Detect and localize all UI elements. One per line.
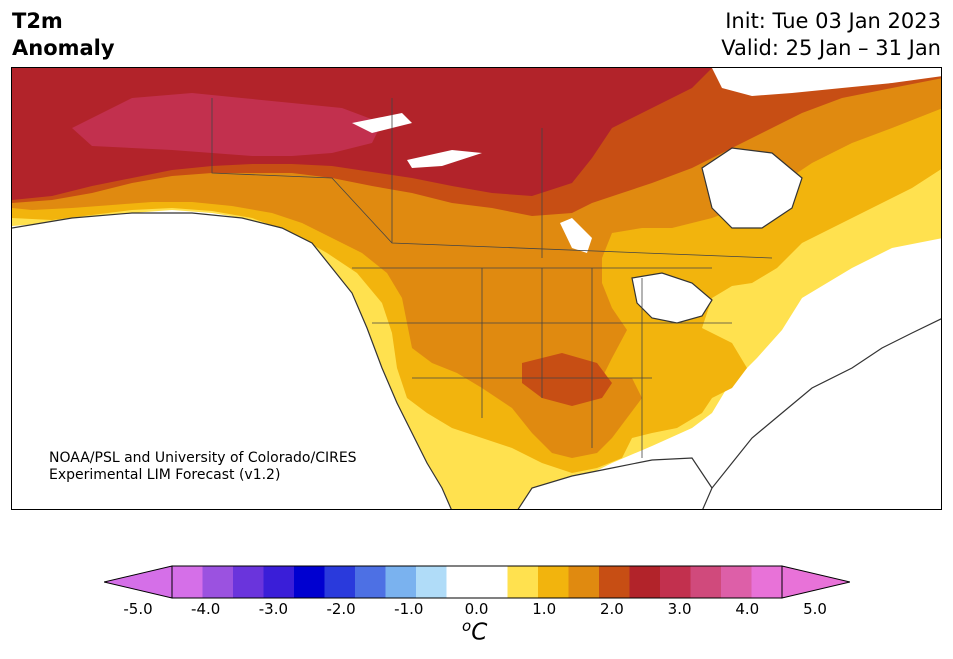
colorbar-cell [477, 566, 508, 598]
map-title: T2m Anomaly [12, 8, 115, 62]
anomaly-map [11, 67, 942, 510]
great-lakes [632, 273, 712, 323]
colorbar-cell [538, 566, 569, 598]
credit-line-1: NOAA/PSL and University of Colorado/CIRE… [49, 450, 357, 466]
lake-winnipeg [560, 218, 592, 253]
forecast-dates: Init: Tue 03 Jan 2023 Valid: 25 Jan – 31… [721, 8, 941, 62]
great-slave-lake [407, 150, 482, 168]
great-bear-lake [352, 113, 412, 133]
colorbar-cell [599, 566, 630, 598]
anomaly-region-south-core [522, 353, 612, 406]
colorbar-cell [324, 566, 356, 598]
colorbar-cell [721, 566, 752, 598]
valid-range: Valid: 25 Jan – 31 Jan [721, 36, 941, 60]
colorbar [104, 565, 850, 599]
colorbar-tick-label: -2.0 [326, 600, 356, 618]
anomaly-region-3-3.5 [72, 93, 382, 156]
colorbar-tick-label: 4.0 [735, 600, 760, 618]
colorbar-over-arrow [781, 565, 850, 599]
title-line-anomaly: Anomaly [12, 36, 115, 60]
colorbar-cell [416, 566, 447, 598]
credit-line-2: Experimental LIM Forecast (v1.2) [49, 467, 281, 483]
colorbar-tick-labels: -5.0 -4.0 -3.0 -2.0 -1.0 0.0 1.0 2.0 3.0 4.0 5.0 [0, 600, 953, 620]
colorbar-tick-label: -5.0 [123, 600, 153, 618]
colorbar-cells [172, 566, 783, 598]
colorbar-cell [751, 566, 783, 598]
colorbar-cell [263, 566, 295, 598]
title-line-variable: T2m [12, 9, 63, 33]
colorbar-cell [507, 566, 539, 598]
colorbar-cell [446, 566, 478, 598]
colorbar-tick-label: 5.0 [803, 600, 827, 618]
colorbar-tick-label: 1.0 [532, 600, 557, 618]
credit-text: NOAA/PSL and University of Colorado/CIRE… [49, 450, 357, 484]
init-date: Init: Tue 03 Jan 2023 [725, 9, 941, 33]
political-borders [211, 98, 773, 458]
colorbar-cell [172, 566, 203, 598]
colorbar-unit: oC [462, 617, 487, 646]
colorbar-cell [660, 566, 691, 598]
colorbar-cell [233, 566, 264, 598]
colorbar-tick-label: -1.0 [394, 600, 424, 618]
arctic-ocean [712, 68, 941, 96]
ocean-atlantic [702, 318, 941, 509]
colorbar-cell [355, 566, 386, 598]
unit-celsius: C [471, 619, 488, 646]
colorbar-tick-label: -3.0 [258, 600, 289, 618]
colorbar-cell [385, 566, 417, 598]
hudson-bay [702, 148, 802, 228]
colorbar-tick-label: -4.0 [191, 600, 221, 618]
colorbar-cell [294, 566, 325, 598]
colorbar-tick-label: 2.0 [599, 600, 624, 618]
map-svg [12, 68, 941, 509]
colorbar-under-arrow [104, 565, 173, 599]
colorbar-tick-label: 3.0 [667, 600, 692, 618]
ocean-pacific [12, 213, 452, 509]
unit-degree: o [462, 617, 472, 635]
colorbar-frame [171, 565, 783, 599]
colorbar-cell [629, 566, 661, 598]
colorbar-cell [690, 566, 722, 598]
colorbar-tick-label: 0.0 [464, 600, 489, 618]
ocean-gulf [518, 458, 712, 509]
colorbar-cell [568, 566, 600, 598]
colorbar-cell [202, 566, 234, 598]
